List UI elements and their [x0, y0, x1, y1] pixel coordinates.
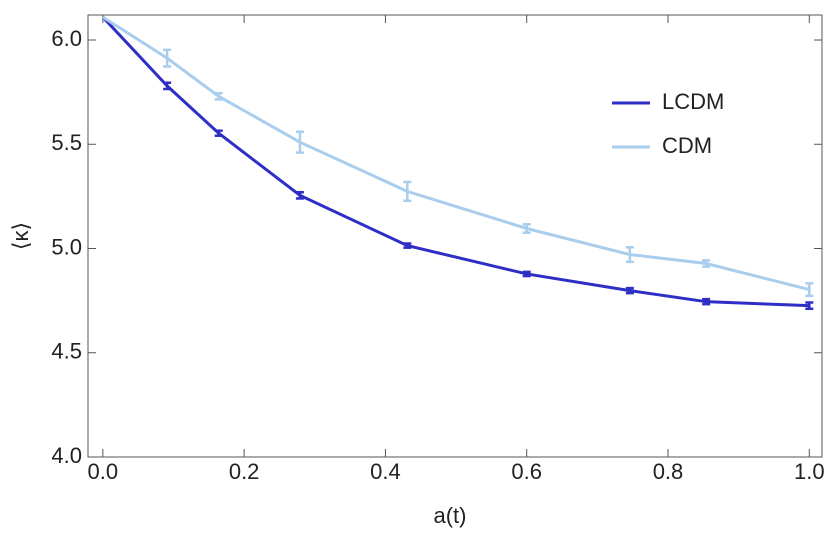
x-tick-label: 0.6	[511, 459, 542, 484]
y-tick-label: 4.5	[51, 339, 82, 364]
y-tick-label: 5.0	[51, 234, 82, 259]
y-tick-label: 5.5	[51, 130, 82, 155]
legend-label: CDM	[662, 133, 712, 158]
error-bar	[625, 246, 634, 264]
error-bar	[625, 286, 634, 295]
x-tick-label: 0.2	[229, 459, 260, 484]
error-bar	[522, 223, 531, 234]
error-bar	[163, 81, 172, 91]
x-tick-label: 0.0	[88, 459, 119, 484]
x-tick-label: 0.8	[653, 459, 684, 484]
error-bar	[702, 259, 711, 268]
error-bar	[295, 130, 304, 154]
error-bar	[295, 190, 304, 200]
x-axis-label: a(t)	[434, 503, 467, 528]
error-bar	[805, 301, 814, 311]
error-bar	[702, 297, 711, 306]
x-tick-label: 1.0	[794, 459, 825, 484]
y-axis-label: ⟨κ⟩	[8, 222, 33, 250]
error-bar	[214, 129, 223, 137]
error-bar	[522, 270, 531, 278]
plot-frame	[87, 14, 823, 458]
error-bar	[805, 282, 814, 298]
error-bar	[214, 91, 223, 101]
error-bar	[403, 180, 412, 203]
error-bar	[403, 242, 412, 249]
legend-label: LCDM	[662, 89, 724, 114]
y-tick-label: 4.0	[51, 443, 82, 468]
x-tick-label: 0.4	[370, 459, 401, 484]
error-bar	[163, 48, 172, 68]
y-tick-label: 6.0	[51, 26, 82, 51]
